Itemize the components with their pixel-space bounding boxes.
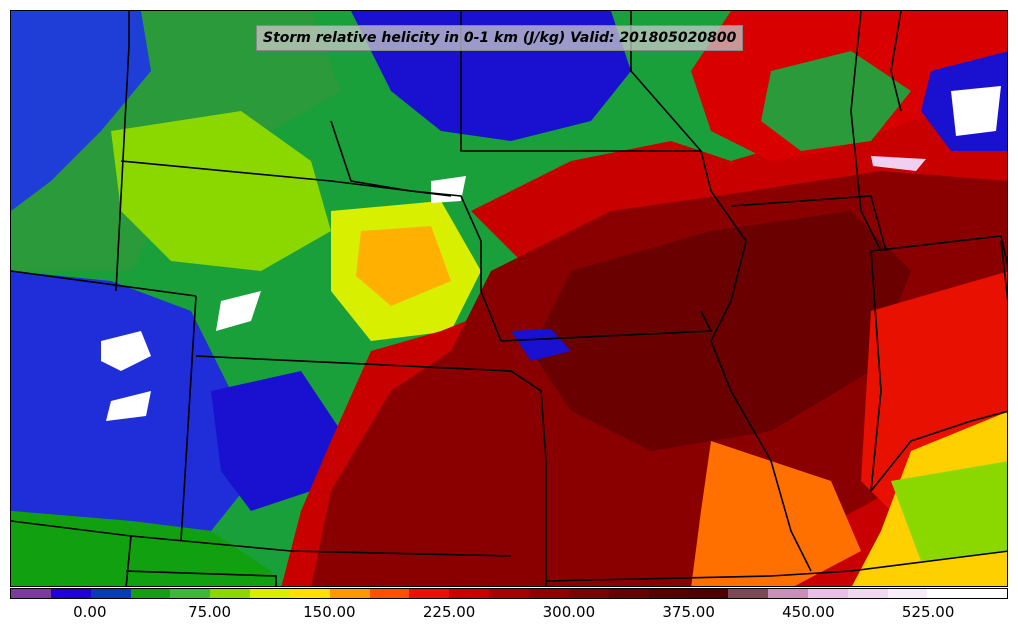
patch-white-5 — [951, 86, 1001, 136]
colorbar-swatch — [568, 589, 609, 598]
colorbar-tick-label: 150.00 — [303, 603, 356, 621]
colorbar-swatch — [608, 589, 649, 598]
field-blue-northwest — [11, 11, 151, 211]
colorbar-swatch — [887, 589, 928, 598]
map-title: Storm relative helicity in 0-1 km (J/kg)… — [256, 25, 744, 51]
field-orange-south — [691, 441, 861, 586]
field-blue-southwest — [211, 371, 341, 511]
colorbar-swatch — [170, 589, 211, 598]
colorbar-swatch — [728, 589, 769, 598]
colorbar-tick-label: 75.00 — [188, 603, 232, 621]
colorbar-swatch — [11, 589, 51, 598]
colorbar-swatch — [807, 589, 848, 598]
colorbar-swatch — [50, 589, 91, 598]
field-green-northeast — [761, 51, 911, 151]
colorbar — [10, 588, 1008, 599]
colorbar-swatch — [210, 589, 251, 598]
colorbar-labels: 0.00 75.00 150.00 225.00 300.00 375.00 450.00 5… — [10, 603, 1008, 623]
colorbar-swatch — [329, 589, 370, 598]
colorbar-tick-label: 450.00 — [782, 603, 835, 621]
field-lime-central — [111, 111, 331, 271]
patch-pink-1 — [871, 156, 926, 171]
state-boundaries — [11, 11, 1007, 586]
colorbar-swatch — [648, 589, 689, 598]
colorbar-swatch — [250, 589, 290, 598]
patch-blue-band — [511, 329, 571, 361]
colorbar-swatch — [489, 589, 529, 598]
colorbar-swatch — [130, 589, 171, 598]
colorbar-swatch — [369, 589, 410, 598]
colorbar-swatch — [847, 589, 888, 598]
patch-white-1 — [101, 331, 151, 371]
patch-white-2 — [216, 291, 261, 331]
patch-white-3 — [106, 391, 151, 421]
colorbar-swatch — [90, 589, 131, 598]
field-maroon-core — [531, 211, 911, 451]
colorbar-swatch — [768, 589, 808, 598]
colorbar-tick-label: 375.00 — [662, 603, 715, 621]
colorbar-tick-label: 525.00 — [901, 603, 955, 621]
helicity-map — [11, 11, 1007, 586]
colorbar-swatch — [688, 589, 729, 598]
colorbar-tick-label: 300.00 — [542, 603, 596, 621]
colorbar-swatch — [927, 589, 968, 598]
colorbar-swatch — [409, 589, 450, 598]
field-lime-southeast — [891, 461, 1007, 561]
colorbar-swatch — [967, 589, 1008, 598]
colorbar-tick-label: 225.00 — [422, 603, 476, 621]
colorbar-swatch — [449, 589, 490, 598]
map-panel: Storm relative helicity in 0-1 km (J/kg)… — [10, 10, 1008, 587]
colorbar-swatch — [528, 589, 569, 598]
colorbar-tick-label: 0.00 — [73, 603, 107, 621]
colorbar-swatch — [289, 589, 330, 598]
field-orange-central — [356, 226, 451, 306]
